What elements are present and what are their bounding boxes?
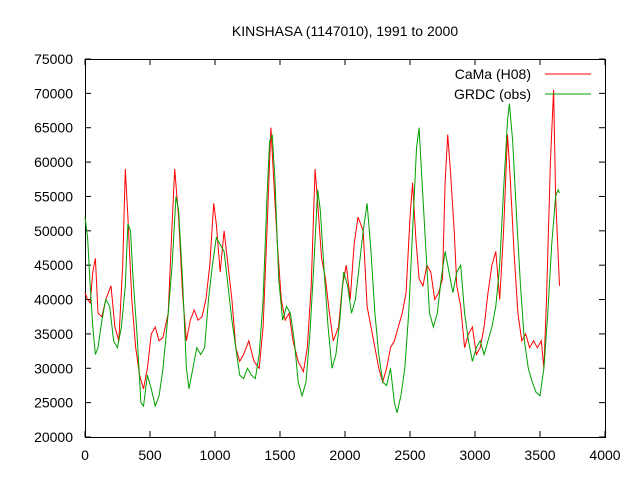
y-axis: 20000 25000 30000 35000 40000 45000 50000 55000… <box>34 51 605 445</box>
x-tick-label: 3000 <box>459 447 490 463</box>
y-tick-label: 45000 <box>34 257 73 273</box>
y-tick-label: 70000 <box>34 85 73 101</box>
y-tick-label: 55000 <box>34 188 73 204</box>
x-tick-label: 2500 <box>394 447 425 463</box>
y-tick-label: 35000 <box>34 326 73 342</box>
x-tick-label: 4000 <box>589 447 620 463</box>
y-tick-label: 20000 <box>34 429 73 445</box>
y-tick-label: 50000 <box>34 223 73 239</box>
y-tick-label: 40000 <box>34 292 73 308</box>
series-line-1 <box>84 103 560 414</box>
plot-frame <box>85 59 606 438</box>
y-tick-label: 25000 <box>34 395 73 411</box>
x-tick-label: 1000 <box>199 447 230 463</box>
x-tick-label: 1500 <box>264 447 295 463</box>
x-tick-label: 500 <box>138 447 162 463</box>
y-tick-label: 65000 <box>34 120 73 136</box>
x-tick-label: 0 <box>81 447 89 463</box>
legend: CaMa (H08) GRDC (obs) <box>454 66 591 102</box>
x-tick-label: 2000 <box>329 447 360 463</box>
y-tick-label: 30000 <box>34 360 73 376</box>
y-tick-label: 60000 <box>34 154 73 170</box>
x-tick-label: 3500 <box>524 447 555 463</box>
y-tick-label: 75000 <box>34 51 73 67</box>
chart-title: KINSHASA (1147010), 1991 to 2000 <box>232 23 458 39</box>
series-layer <box>84 89 560 414</box>
legend-label-0: CaMa (H08) <box>455 66 531 82</box>
x-axis: 0 500 1000 1500 2000 2500 3000 3500 4000 <box>81 59 621 463</box>
series-line-0 <box>84 89 560 390</box>
legend-label-1: GRDC (obs) <box>454 86 531 102</box>
